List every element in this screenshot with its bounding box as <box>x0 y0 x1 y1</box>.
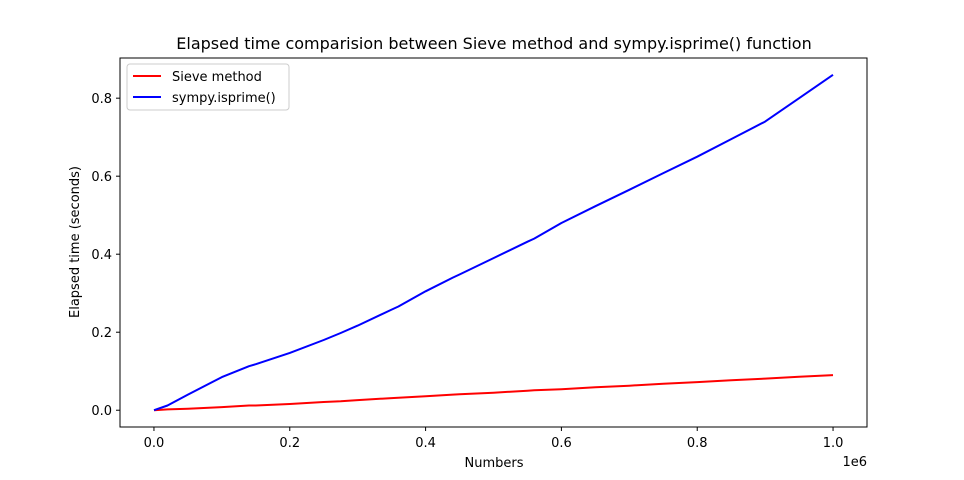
series-line-0 <box>153 374 834 412</box>
x-axis: 0.0 0.2 0.4 0.6 0.8 1.0 <box>144 427 844 451</box>
x-axis-label: Numbers <box>465 456 524 471</box>
x-tick-label: 0.4 <box>415 436 436 451</box>
series-layer <box>153 73 834 412</box>
plot-frame <box>119 57 868 428</box>
x-tick-label: 0.2 <box>279 436 300 451</box>
series-line-1 <box>153 73 834 412</box>
legend-label-sieve: Sieve method <box>172 70 262 85</box>
y-tick-label: 0.2 <box>91 326 112 341</box>
y-tick-label: 0.4 <box>91 248 112 263</box>
legend-box <box>126 63 290 111</box>
x-tick-label: 0.6 <box>551 436 572 451</box>
y-tick-label: 0.0 <box>91 404 112 419</box>
chart-title: Elapsed time comparision between Sieve m… <box>176 34 811 53</box>
x-tick-label: 0.8 <box>687 436 708 451</box>
x-tick-label: 0.0 <box>144 436 165 451</box>
legend: Sieve method sympy.isprime() <box>126 63 290 111</box>
legend-label-sympy: sympy.isprime() <box>172 91 276 106</box>
x-tick-label: 1.0 <box>823 436 844 451</box>
y-axis: 0.0 0.2 0.4 0.6 0.8 <box>91 92 120 419</box>
x-axis-offset-label: 1e6 <box>842 455 867 470</box>
y-tick-label: 0.6 <box>91 170 112 185</box>
y-tick-label: 0.8 <box>91 92 112 107</box>
y-axis-label: Elapsed time (seconds) <box>68 166 83 318</box>
